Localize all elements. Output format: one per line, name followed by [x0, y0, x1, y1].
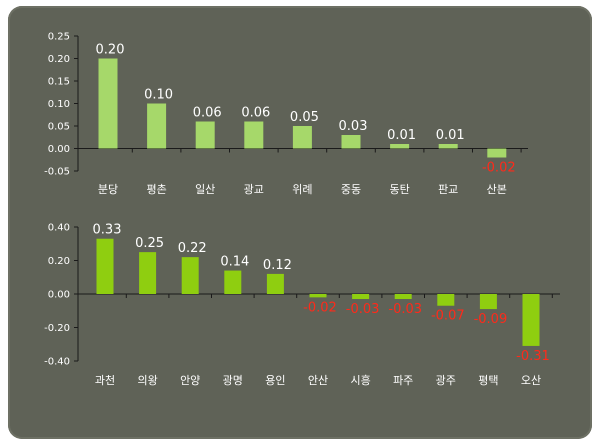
- category-label: 파주: [393, 374, 413, 387]
- data-label: -0.03: [346, 302, 380, 317]
- bar-오산: [522, 294, 540, 346]
- y-tick-label: -0.40: [44, 357, 70, 368]
- category-label: 중동: [341, 183, 361, 196]
- y-tick-label: 0.15: [48, 77, 70, 88]
- y-tick-label: 0.00: [48, 290, 70, 301]
- y-tick-label: 0.40: [48, 223, 70, 234]
- y-tick-label: -0.05: [44, 167, 70, 178]
- category-label: 위례: [292, 183, 312, 196]
- bar-안양: [181, 257, 199, 294]
- category-label: 판교: [438, 183, 458, 196]
- data-label: 0.25: [135, 236, 164, 251]
- data-label: 0.03: [339, 119, 368, 134]
- bar-용인: [266, 273, 284, 294]
- bar-평촌: [147, 103, 167, 149]
- y-tick-label: 0.05: [48, 122, 70, 133]
- data-label: -0.03: [388, 302, 422, 317]
- bar-동탄: [390, 144, 410, 149]
- bar-중동: [341, 135, 361, 149]
- category-label: 분당: [98, 183, 118, 196]
- category-label: 동탄: [389, 183, 409, 196]
- category-label: 광주: [436, 374, 456, 387]
- data-label: 0.10: [144, 88, 173, 103]
- bar-일산: [195, 121, 215, 149]
- data-label: 0.06: [241, 106, 270, 121]
- y-tick-label: 0.10: [48, 99, 70, 110]
- category-label: 평촌: [146, 183, 166, 196]
- data-label: 0.05: [290, 110, 319, 125]
- data-label: 0.33: [93, 223, 122, 238]
- data-label: 0.20: [96, 43, 125, 58]
- bar-평택: [479, 294, 497, 310]
- bar-시흥: [352, 294, 370, 300]
- bar-위례: [292, 126, 312, 149]
- data-label: 0.01: [387, 128, 416, 143]
- bar-광주: [437, 294, 455, 306]
- category-label: 광명: [223, 374, 243, 387]
- category-label: 시흥: [350, 373, 370, 387]
- data-label: -0.02: [303, 300, 337, 315]
- data-label: 0.22: [178, 241, 207, 256]
- category-label: 일산: [195, 182, 215, 196]
- y-tick-label: 0.25: [48, 32, 70, 43]
- category-label: 용인: [265, 374, 285, 387]
- data-label: -0.02: [482, 161, 516, 176]
- data-label: 0.14: [220, 255, 249, 270]
- y-tick-label: -0.20: [44, 323, 70, 334]
- data-label: -0.31: [516, 349, 550, 364]
- data-label: 0.06: [193, 106, 222, 121]
- bar-파주: [394, 294, 412, 300]
- category-label: 안양: [180, 374, 200, 387]
- category-label: 오산: [521, 374, 541, 387]
- y-tick-label: 0.20: [48, 54, 70, 65]
- y-tick-label: 0.00: [48, 144, 70, 155]
- y-tick-label: 0.20: [48, 256, 70, 267]
- data-label: -0.09: [474, 312, 508, 327]
- bar-의왕: [139, 252, 157, 294]
- bar-판교: [438, 144, 458, 149]
- category-label: 광교: [244, 183, 264, 196]
- bar-과천: [96, 238, 114, 294]
- category-label: 의왕: [137, 374, 157, 387]
- bar-산본: [487, 148, 507, 158]
- data-label: -0.07: [431, 309, 465, 324]
- category-label: 평택: [478, 374, 498, 387]
- bar-광교: [244, 121, 264, 149]
- bar-안산: [309, 294, 327, 298]
- data-label: 0.01: [436, 128, 465, 143]
- category-label: 안산: [308, 374, 328, 387]
- bar-분당: [98, 58, 118, 149]
- category-label: 과천: [95, 373, 115, 387]
- data-label: 0.12: [263, 258, 292, 273]
- category-label: 산본: [487, 183, 507, 196]
- bar-광명: [224, 270, 242, 294]
